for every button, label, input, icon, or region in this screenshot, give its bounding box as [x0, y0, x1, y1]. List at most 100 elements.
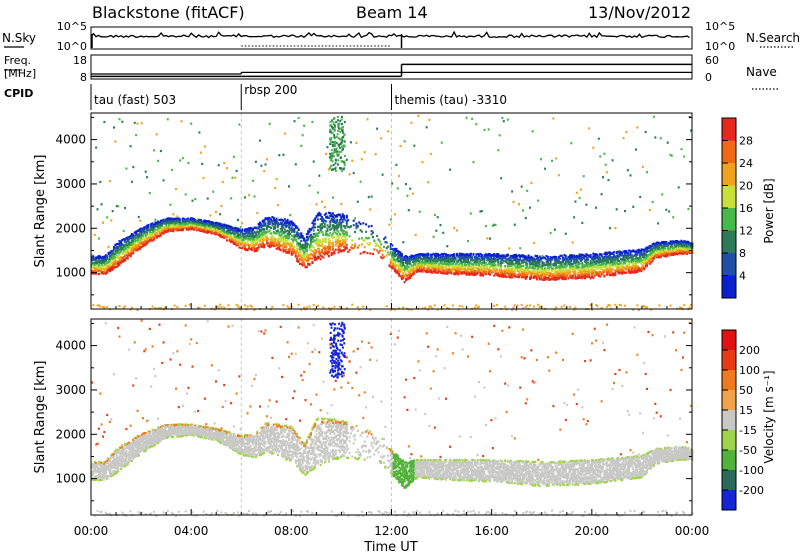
radar-echo — [486, 254, 489, 257]
radar-echo — [281, 238, 284, 241]
radar-echo — [187, 220, 190, 223]
radar-echo — [177, 226, 180, 229]
radar-echo — [424, 257, 427, 260]
radar-echo — [456, 262, 458, 265]
radar-echo — [329, 220, 332, 224]
radar-echo — [293, 235, 296, 238]
radar-echo — [446, 261, 449, 264]
radar-echo — [294, 163, 297, 166]
radar-echo — [276, 221, 279, 224]
radar-echo — [238, 306, 241, 309]
radar-echo — [334, 221, 337, 224]
radar-echo — [358, 244, 361, 247]
radar-echo — [162, 218, 165, 221]
radar-echo — [115, 252, 118, 255]
radar-echo — [203, 228, 206, 231]
radar-echo — [381, 257, 384, 260]
frequency-traces — [91, 63, 692, 78]
radar-echo — [114, 256, 117, 259]
radar-echo — [429, 271, 432, 274]
radar-echo — [221, 233, 224, 237]
radar-echo — [340, 245, 343, 248]
radar-echo — [519, 247, 522, 250]
radar-echo — [108, 267, 111, 271]
radar-echo — [483, 128, 486, 132]
radar-echo — [439, 254, 442, 257]
radar-echo — [176, 219, 179, 222]
radar-echo — [432, 259, 435, 263]
radar-echo — [440, 255, 443, 259]
radar-echo — [501, 274, 504, 277]
radar-echo — [439, 260, 442, 263]
radar-echo — [140, 237, 143, 240]
radar-echo — [354, 243, 357, 246]
radar-echo — [319, 254, 322, 257]
radar-echo — [110, 219, 113, 222]
radar-echo — [333, 236, 336, 239]
radar-echo — [216, 224, 219, 227]
radar-echo — [453, 268, 456, 271]
radar-echo — [435, 265, 438, 268]
radar-echo — [176, 228, 179, 231]
radar-echo — [252, 242, 255, 245]
radar-echo — [374, 244, 377, 248]
radar-echo — [453, 266, 456, 269]
radar-echo — [310, 237, 312, 240]
radar-echo — [228, 236, 231, 239]
radar-echo — [326, 246, 329, 249]
radar-echo — [281, 222, 284, 225]
radar-echo — [110, 257, 113, 260]
radar-echo — [206, 223, 209, 226]
radar-echo — [392, 264, 395, 268]
radar-echo — [129, 308, 132, 311]
radar-echo — [220, 233, 223, 236]
radar-echo — [217, 230, 220, 233]
radar-echo — [208, 224, 211, 227]
radar-echo — [518, 260, 520, 263]
radar-echo — [425, 267, 428, 270]
radar-echo — [228, 233, 231, 236]
radar-echo — [462, 257, 465, 260]
radar-echo — [265, 239, 268, 242]
radar-echo — [155, 232, 158, 235]
radar-echo — [286, 242, 289, 246]
radar-echo — [402, 274, 405, 277]
radar-echo — [265, 225, 268, 228]
radar-echo — [140, 227, 143, 230]
radar-echo — [110, 250, 113, 253]
radar-echo — [418, 256, 421, 259]
radar-echo — [300, 245, 303, 248]
radar-echo — [205, 222, 208, 225]
radar-echo — [400, 264, 403, 267]
radar-echo — [159, 306, 162, 309]
radar-echo — [241, 232, 244, 235]
radar-echo — [278, 240, 281, 243]
radar-echo — [355, 222, 358, 225]
radar-echo — [132, 246, 135, 249]
radar-echo — [360, 243, 363, 246]
radar-echo — [345, 216, 348, 219]
radar-echo — [504, 269, 507, 272]
radar-echo — [106, 261, 109, 264]
radar-echo — [206, 229, 209, 232]
radar-echo — [209, 228, 212, 231]
radar-echo — [352, 219, 355, 222]
radar-echo — [93, 262, 96, 265]
radar-echo — [259, 223, 261, 226]
radar-echo — [460, 257, 463, 260]
radar-echo — [261, 219, 264, 222]
radar-echo — [460, 259, 463, 262]
radar-echo — [359, 180, 362, 183]
radar-echo — [479, 272, 482, 275]
radar-echo — [458, 259, 461, 262]
radar-echo — [177, 225, 180, 228]
radar-echo — [164, 230, 166, 233]
radar-echo — [314, 226, 317, 229]
radar-echo — [169, 228, 172, 231]
radar-echo — [140, 242, 143, 245]
radar-echo — [389, 244, 392, 247]
radar-echo — [385, 241, 388, 244]
radar-echo — [454, 263, 457, 267]
radar-echo — [270, 238, 272, 241]
radar-echo — [416, 253, 418, 257]
